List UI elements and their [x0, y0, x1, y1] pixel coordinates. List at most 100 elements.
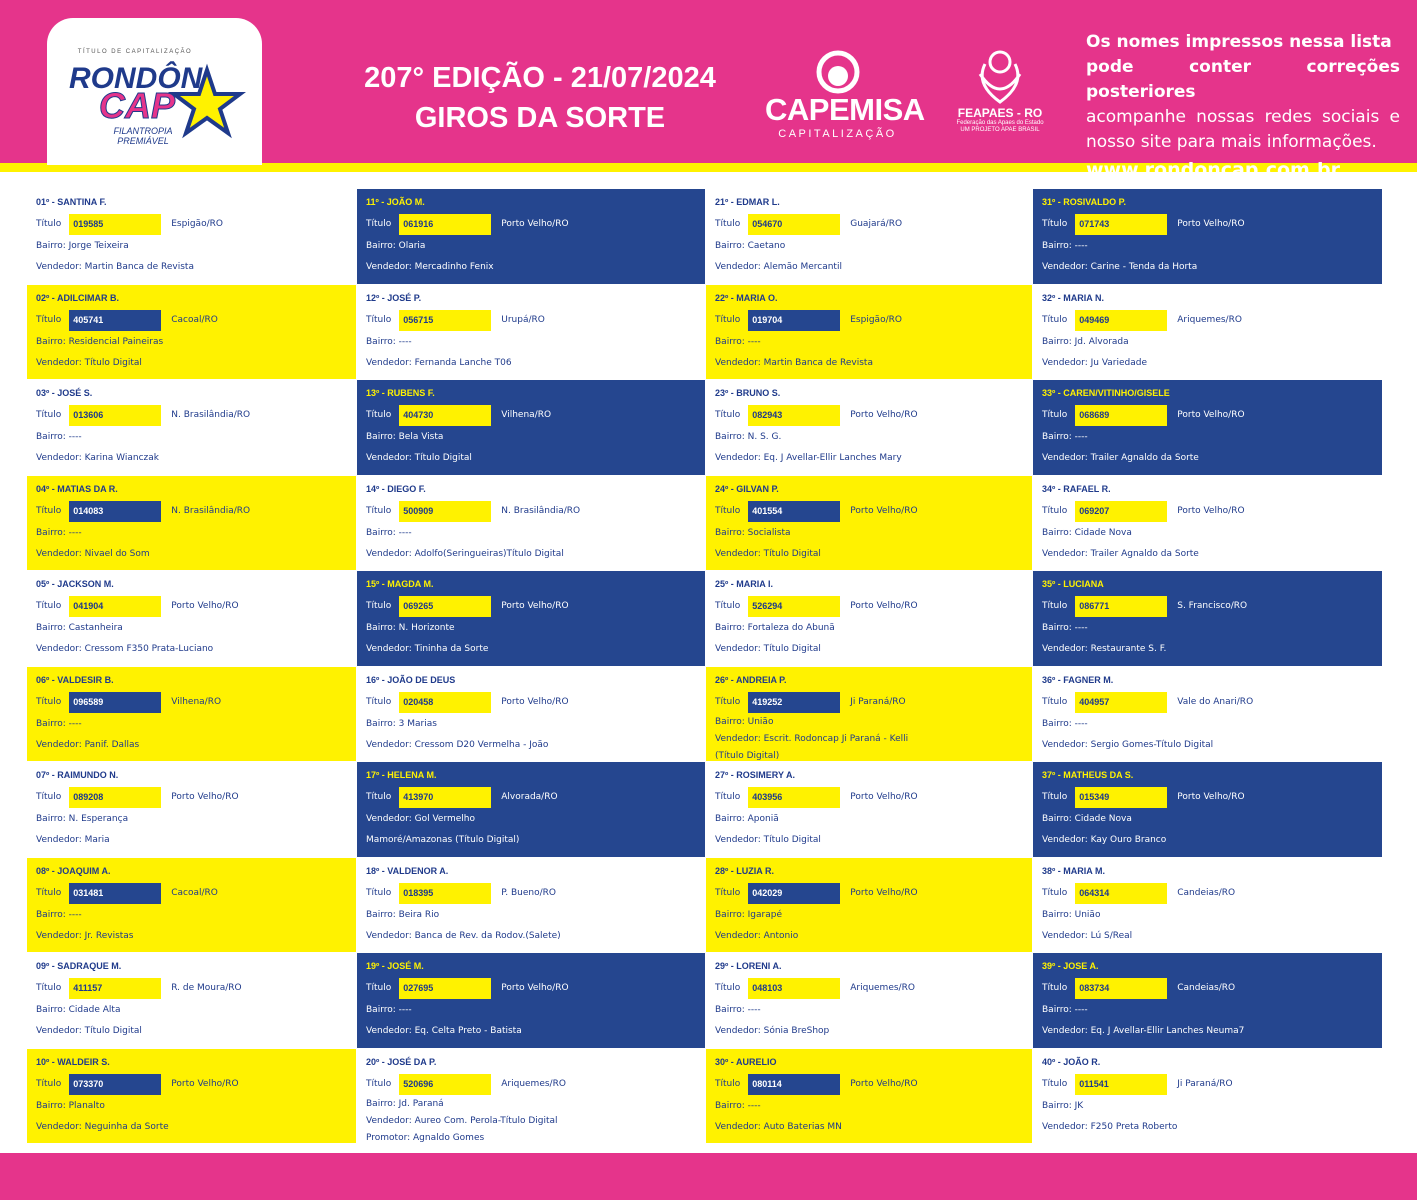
- card-line: Vendedor: Panif. Dallas: [36, 739, 140, 750]
- ticket-label: Título: [1042, 601, 1068, 611]
- ticket-city: Porto Velho/RO: [850, 1078, 918, 1089]
- ticket-number: 413970: [399, 787, 492, 808]
- ticket-label: Título: [1042, 410, 1068, 420]
- card-heading: 02º - ADILCIMAR B.: [36, 292, 119, 303]
- ticket-city: Ji Paraná/RO: [1177, 1078, 1233, 1089]
- card-heading: 11º - JOÃO M.: [366, 197, 425, 207]
- card-heading: 32º - MARIA N.: [1042, 292, 1104, 303]
- ticket-row: Título 068689 Porto Velho/RO: [1042, 404, 1382, 427]
- ticket-number: 403956: [748, 787, 841, 808]
- ticket-label: Título: [715, 1078, 741, 1089]
- ticket-city: N. Brasilândia/RO: [171, 410, 251, 420]
- ticket-label: Título: [715, 505, 741, 516]
- ticket-label: Título: [366, 887, 392, 898]
- ticket-city: Porto Velho/RO: [850, 887, 918, 898]
- card-heading: 36º - FAGNER M.: [1042, 674, 1114, 685]
- result-card: 05º - JACKSON M. Título 041904 Porto Velho/…: [27, 571, 356, 666]
- ticket-number: 082943: [748, 405, 841, 426]
- card-heading: 10º - WALDEIR S.: [36, 1056, 110, 1067]
- card-line: Bairro: ----: [36, 718, 82, 729]
- card-line: Vendedor: Eq. J Avellar-Ellir Lanches Ne…: [1042, 1026, 1245, 1036]
- ticket-row: Título 014083 N. Brasilândia/RO: [36, 500, 356, 523]
- headline: 207° EDIÇÃO - 21/07/2024 GIROS DA SORTE: [330, 58, 750, 138]
- ticket-row: Título 520696 Ariquemes/RO: [366, 1073, 705, 1096]
- result-card: 32º - MARIA N. Título 049469 Ariquemes/RO Ba…: [1033, 285, 1382, 380]
- ticket-number: 500909: [399, 500, 492, 522]
- ticket-city: Alvorada/RO: [501, 792, 558, 802]
- card-line: Bairro: ----: [366, 527, 412, 538]
- ticket-city: Porto Velho/RO: [501, 696, 569, 707]
- ticket-row: Título 083734 Candeias/RO: [1042, 977, 1382, 1000]
- card-line: Vendedor: Eq. Celta Preto - Batista: [366, 1026, 522, 1036]
- ticket-label: Título: [1042, 1078, 1068, 1089]
- ticket-row: Título 401554 Porto Velho/RO: [715, 500, 1032, 523]
- logo-tagline: FILANTROPIA: [113, 126, 172, 136]
- ticket-number: 419252: [748, 691, 841, 713]
- result-card: 01º - SANTINA F. Título 019585 Espigão/RO Ba…: [27, 189, 356, 284]
- logo-star: [168, 63, 246, 139]
- ticket-label: Título: [366, 696, 392, 707]
- card-line: Vendedor: Neguinha da Sorte: [36, 1121, 169, 1132]
- result-card: 17º - HELENA M. Título 413970 Alvorada/RO Ve…: [357, 762, 705, 857]
- card-heading: 17º - HELENA M.: [366, 770, 437, 780]
- card-line: Vendedor: Aureo Com. Perola-Título Digit…: [366, 1115, 558, 1126]
- card-line: Vendedor: Tininha da Sorte: [366, 644, 489, 654]
- card-line: Bairro: ----: [366, 336, 412, 347]
- ticket-number: 080114: [748, 1073, 841, 1095]
- card-line: Bairro: Planalto: [36, 1100, 105, 1111]
- ticket-city: Ji Paraná/RO: [850, 696, 906, 707]
- ticket-row: Título 019585 Espigão/RO: [36, 213, 356, 236]
- ticket-number: 411157: [69, 978, 162, 999]
- ticket-number: 064314: [1075, 882, 1168, 904]
- card-heading: 26º - ANDREIA P.: [715, 674, 787, 685]
- card-heading: 23º - BRUNO S.: [715, 388, 781, 398]
- card-line: Bairro: Beira Rio: [366, 909, 440, 920]
- ticket-label: Título: [36, 219, 62, 229]
- card-line: Bairro: Aponiã: [715, 814, 779, 824]
- ticket-city: Porto Velho/RO: [850, 505, 918, 516]
- result-card: 28º - LUZIA R. Título 042029 Porto Velho/RO…: [706, 857, 1032, 952]
- card-line: Bairro: Igarapé: [715, 909, 782, 920]
- ticket-label: Título: [1042, 219, 1068, 229]
- card-line: Bairro: União: [1042, 909, 1101, 920]
- card-heading: 07º - RAIMUNDO N.: [36, 770, 119, 780]
- card-line: Vendedor: Antonio: [715, 930, 799, 941]
- ticket-city: S. Francisco/RO: [1177, 601, 1248, 611]
- ticket-city: Guajará/RO: [850, 219, 903, 229]
- card-line: Bairro: N. Horizonte: [366, 623, 455, 633]
- card-heading: 15º - MAGDA M.: [366, 579, 434, 589]
- ticket-number: 405741: [69, 309, 162, 331]
- card-heading: 04º - MATIAS DA R.: [36, 483, 118, 494]
- card-line: Vendedor: Escrit. Rodoncap Ji Paraná - K…: [715, 733, 909, 744]
- card-heading: 31º - ROSIVALDO P.: [1042, 197, 1126, 207]
- ticket-row: Título 404957 Vale do Anari/RO: [1042, 691, 1382, 714]
- result-card: 08º - JOAQUIM A. Título 031481 Cacoal/RO Bai…: [27, 857, 356, 952]
- ticket-label: Título: [366, 219, 392, 229]
- logo-cap: CAP: [99, 85, 176, 126]
- card-heading: 13º - RUBENS F.: [366, 388, 435, 398]
- sponsor-sub: CAPITALIZAÇÃO: [778, 128, 897, 140]
- card-line: Vendedor: Trailer Agnaldo da Sorte: [1042, 548, 1199, 559]
- ticket-row: Título 061916 Porto Velho/RO: [366, 213, 705, 236]
- notice-line: acompanhe nossas redes sociais e nosso s…: [1086, 107, 1400, 152]
- result-card: 02º - ADILCIMAR B. Título 405741 Cacoal/RO B…: [27, 284, 356, 379]
- ticket-row: Título 015349 Porto Velho/RO: [1042, 786, 1382, 809]
- logo-art: TÍTULO DE CAPITALIZAÇÃO RONDÔN CAP FILAN…: [69, 48, 246, 146]
- partner-logo: FEAPAES - RO Federação das Apaes do Esta…: [945, 44, 1055, 134]
- ticket-city: R. de Moura/RO: [171, 983, 242, 993]
- partner-sub: UM PROJETO APAE BRASIL: [960, 127, 1040, 133]
- website: www.rondoncap.com.br: [1086, 159, 1340, 181]
- ticket-label: Título: [1042, 505, 1068, 516]
- ticket-city: Porto Velho/RO: [501, 219, 569, 229]
- card-line: Vendedor: Restaurante S. F.: [1042, 644, 1167, 654]
- ticket-city: Espigão/RO: [171, 219, 223, 229]
- ticket-number: 404957: [1075, 691, 1168, 713]
- ticket-city: Vilhena/RO: [171, 696, 222, 707]
- result-card: 25º - MARIA I. Título 526294 Porto Velho/RO…: [706, 571, 1032, 666]
- card-line: Bairro: Socialista: [715, 527, 791, 538]
- result-card: 16º - JOÃO DE DEUS Título 020458 Porto Velh…: [357, 667, 705, 762]
- card-line: Vendedor: Título Digital: [715, 548, 821, 559]
- card-line: Bairro: ----: [366, 1005, 412, 1015]
- card-line: Bairro: JK: [1042, 1100, 1084, 1111]
- card-line: Vendedor: Auto Baterias MN: [715, 1121, 842, 1132]
